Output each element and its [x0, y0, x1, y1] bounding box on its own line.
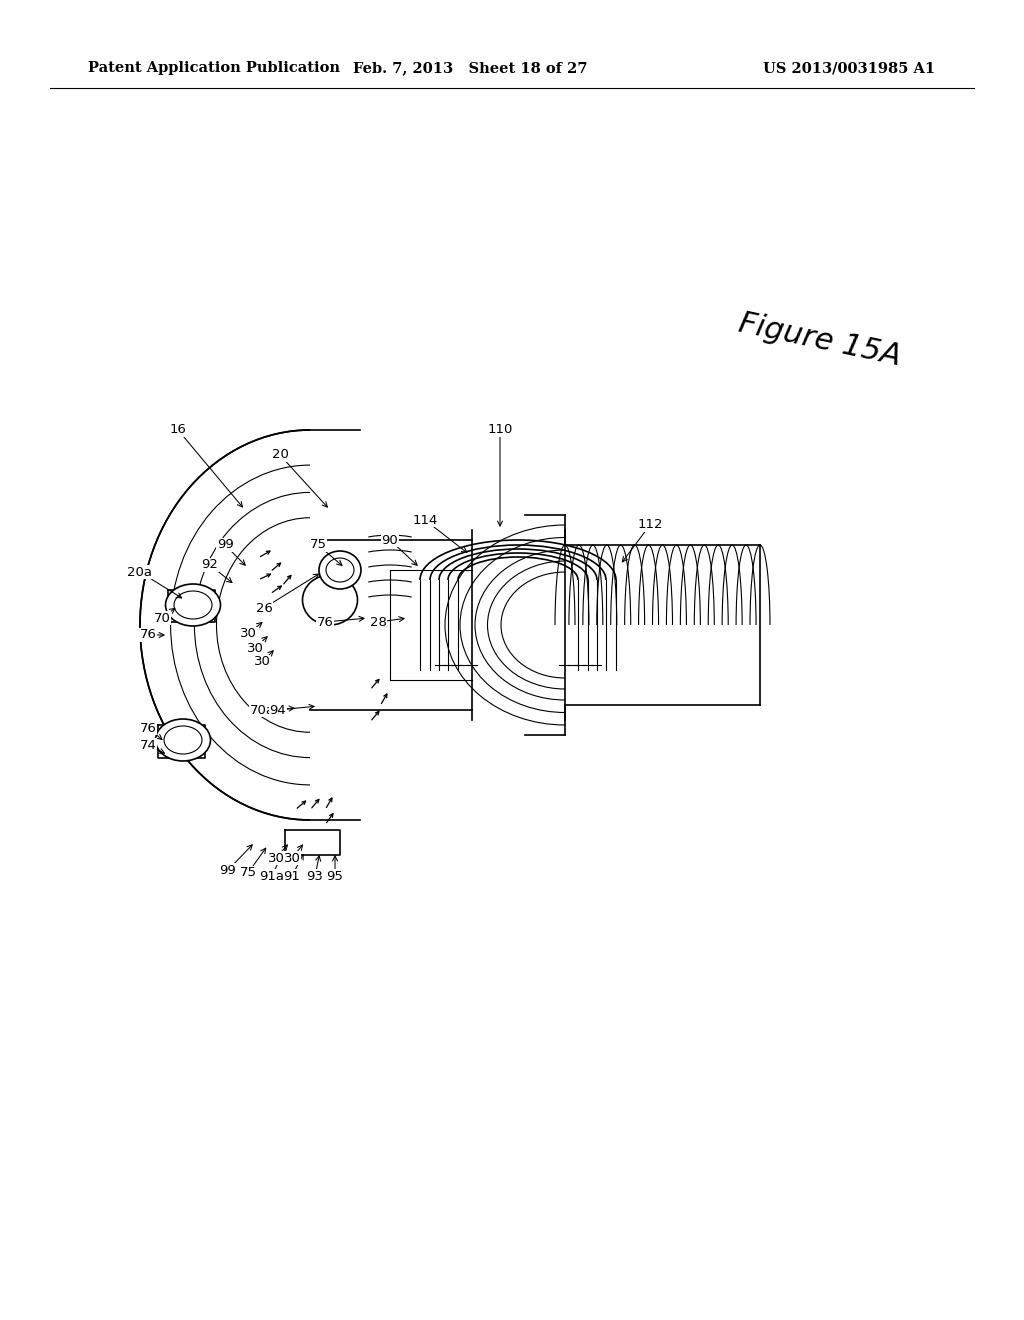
Text: 30: 30 [247, 642, 263, 655]
Text: 28: 28 [370, 615, 386, 628]
Ellipse shape [166, 583, 220, 626]
Text: Figure 15A: Figure 15A [736, 309, 904, 371]
Text: Patent Application Publication: Patent Application Publication [88, 61, 340, 75]
Text: 74: 74 [139, 738, 157, 751]
Text: 95: 95 [327, 870, 343, 883]
Text: 75: 75 [309, 539, 327, 552]
Text: 70: 70 [154, 611, 170, 624]
Text: 110: 110 [487, 424, 513, 437]
Text: 76: 76 [139, 722, 157, 734]
Text: 20a: 20a [128, 565, 153, 578]
Text: 30: 30 [240, 627, 256, 640]
Text: 99: 99 [217, 539, 233, 552]
Text: 93: 93 [306, 870, 324, 883]
Text: 70a: 70a [250, 704, 274, 717]
Text: 92: 92 [202, 558, 218, 572]
Text: 76: 76 [316, 615, 334, 628]
Text: 16: 16 [170, 424, 186, 437]
Text: 91: 91 [284, 870, 300, 883]
Text: 20: 20 [271, 449, 289, 462]
Text: 91a: 91a [259, 870, 285, 883]
Ellipse shape [319, 550, 361, 589]
Text: Feb. 7, 2013   Sheet 18 of 27: Feb. 7, 2013 Sheet 18 of 27 [352, 61, 587, 75]
Ellipse shape [164, 726, 202, 754]
Text: 75: 75 [240, 866, 256, 879]
Ellipse shape [302, 576, 357, 624]
Text: 30: 30 [284, 851, 300, 865]
Text: 30: 30 [254, 656, 270, 668]
Text: 94: 94 [269, 704, 287, 717]
Text: 114: 114 [413, 513, 437, 527]
Ellipse shape [174, 591, 212, 619]
Text: 26: 26 [256, 602, 272, 615]
Text: 99: 99 [219, 863, 237, 876]
Ellipse shape [156, 719, 211, 762]
Text: 112: 112 [637, 519, 663, 532]
Text: 30: 30 [267, 851, 285, 865]
Text: 90: 90 [382, 533, 398, 546]
Text: 76: 76 [139, 628, 157, 642]
Text: US 2013/0031985 A1: US 2013/0031985 A1 [763, 61, 935, 75]
